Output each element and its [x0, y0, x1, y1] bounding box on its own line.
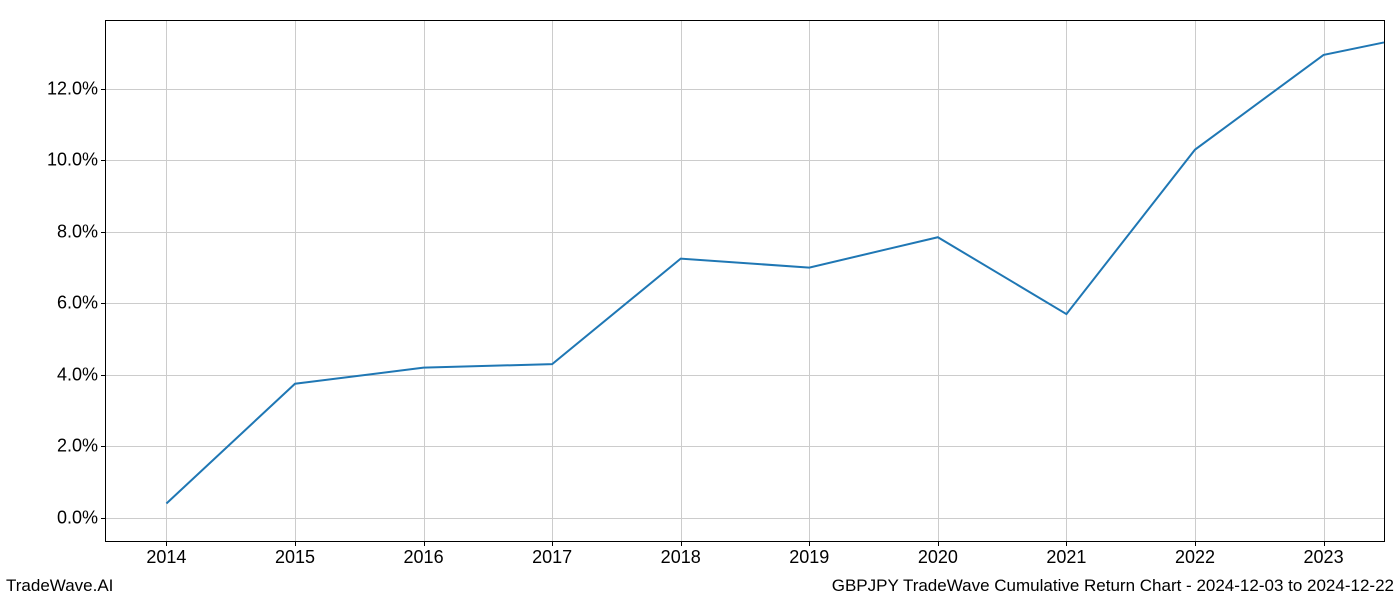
y-tick-label: 8.0%	[57, 221, 106, 242]
y-tick-label: 10.0%	[47, 150, 106, 171]
line-series-svg	[106, 21, 1384, 541]
plot-area: 2014201520162017201820192020202120222023…	[105, 20, 1385, 542]
x-tick-label: 2014	[146, 541, 186, 568]
footer-caption: GBPJPY TradeWave Cumulative Return Chart…	[832, 576, 1394, 596]
x-tick-label: 2023	[1304, 541, 1344, 568]
return-line	[166, 42, 1384, 503]
chart-container: 2014 2015 2016 2017 2018 2019 2020 2021 2022 2023…	[0, 0, 1400, 600]
x-tick-label: 2019	[789, 541, 829, 568]
x-tick-label: 2022	[1175, 541, 1215, 568]
x-tick-label: 2015	[275, 541, 315, 568]
y-tick-label: 2.0%	[57, 436, 106, 457]
x-tick-label: 2021	[1046, 541, 1086, 568]
footer-brand: TradeWave.AI	[6, 576, 113, 596]
y-tick-label: 0.0%	[57, 507, 106, 528]
x-tick-label: 2017	[532, 541, 572, 568]
x-tick-label: 2020	[918, 541, 958, 568]
y-tick-label: 6.0%	[57, 293, 106, 314]
y-tick-label: 4.0%	[57, 364, 106, 385]
x-tick-label: 2018	[661, 541, 701, 568]
x-tick-label: 2016	[404, 541, 444, 568]
y-tick-label: 12.0%	[47, 78, 106, 99]
